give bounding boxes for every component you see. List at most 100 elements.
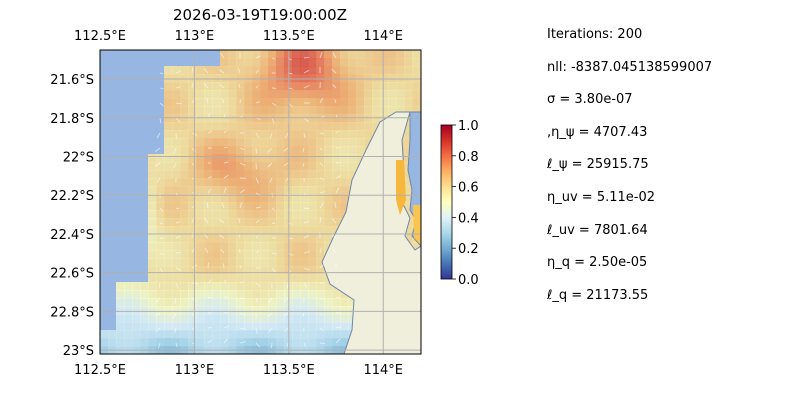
heatmap-cell xyxy=(172,194,181,203)
heatmap-cell xyxy=(196,98,205,107)
heatmap-cell xyxy=(356,122,365,131)
vector-arrow xyxy=(335,338,341,344)
heatmap-cell xyxy=(164,226,173,235)
heatmap-cell xyxy=(284,298,293,307)
heatmap-cell xyxy=(356,114,365,123)
heatmap-cell xyxy=(260,266,269,275)
heatmap-cell xyxy=(204,314,213,323)
vector-arrow xyxy=(239,297,245,300)
heatmap-cell xyxy=(244,66,253,75)
heatmap-cell xyxy=(356,90,365,99)
heatmap-cell xyxy=(244,114,253,123)
heatmap-cell xyxy=(364,114,373,123)
heatmap-cell xyxy=(204,282,213,291)
heatmap-cell xyxy=(348,50,357,59)
vector-arrow xyxy=(191,82,194,89)
vector-arrow xyxy=(207,188,211,194)
heatmap-cell xyxy=(188,162,197,171)
heatmap-cell xyxy=(172,154,181,163)
heatmap-cell xyxy=(276,130,285,139)
heatmap-cell xyxy=(220,210,229,219)
heatmap-cell xyxy=(236,82,245,91)
vector-arrow xyxy=(268,297,273,304)
ell-q-text: ℓ_q = 21173.55 xyxy=(547,287,649,303)
heatmap-cell xyxy=(228,290,237,299)
heatmap-cell xyxy=(236,258,245,267)
heatmap-cell xyxy=(372,74,381,83)
heatmap-cell xyxy=(196,234,205,243)
heatmap-cell xyxy=(276,50,285,59)
colorbar: 1.0 0.8 0.6 0.4 0.2 0.0 xyxy=(440,119,479,288)
vector-arrow xyxy=(303,220,310,224)
heatmap-cell xyxy=(308,210,317,219)
heatmap-cell xyxy=(260,314,269,323)
heatmap-cell xyxy=(316,90,325,99)
heatmap-cell xyxy=(204,242,213,251)
heatmap-cell xyxy=(252,98,261,107)
heatmap-cell xyxy=(388,58,397,67)
vector-arrow xyxy=(159,117,162,124)
heatmap-cell xyxy=(252,298,261,307)
heatmap-cell xyxy=(300,98,309,107)
heatmap-cell xyxy=(276,146,285,155)
heatmap-cell xyxy=(260,58,269,67)
heatmap-cell xyxy=(260,202,269,211)
heatmap-cell xyxy=(236,234,245,243)
heatmap-cell xyxy=(252,306,261,315)
vector-arrow xyxy=(191,232,194,239)
heatmap-cell xyxy=(372,106,381,115)
heatmap-cell xyxy=(260,154,269,163)
heatmap-cell xyxy=(180,290,189,299)
heatmap-cell xyxy=(300,186,309,195)
heatmap-cell xyxy=(180,298,189,307)
vector-arrow xyxy=(319,327,324,331)
heatmap-cell xyxy=(260,66,269,75)
heatmap-cell xyxy=(340,130,349,139)
heatmap-cell xyxy=(188,242,197,251)
heatmap-cell xyxy=(308,298,317,307)
vector-arrow xyxy=(207,279,212,284)
heatmap-cell xyxy=(308,218,317,227)
vector-arrow xyxy=(269,132,273,139)
heatmap-cell xyxy=(212,90,221,99)
heatmap-cell xyxy=(236,322,245,331)
vector-arrow xyxy=(255,101,260,104)
heatmap-cell xyxy=(164,146,173,155)
heatmap-cell xyxy=(156,274,165,283)
y-tick-label: 22°S xyxy=(63,150,94,165)
vector-arrow xyxy=(255,250,260,254)
heatmap-cell xyxy=(356,58,365,67)
heatmap-cell xyxy=(348,122,357,131)
heatmap-cell xyxy=(196,274,205,283)
heatmap-cell xyxy=(212,322,221,331)
vector-arrow xyxy=(271,57,276,60)
heatmap-cell xyxy=(236,186,245,195)
heatmap-cell xyxy=(308,250,317,259)
heatmap-cell xyxy=(236,250,245,259)
heatmap-cell xyxy=(180,266,189,275)
heatmap-cell xyxy=(124,330,133,339)
heatmap-cell xyxy=(340,122,349,131)
vector-arrow xyxy=(239,340,246,344)
heatmap-cell xyxy=(260,162,269,171)
x-tick-label-bottom: 114°E xyxy=(363,363,403,378)
heatmap-cell xyxy=(292,210,301,219)
vector-arrow xyxy=(207,113,211,119)
y-tick-label: 21.8°S xyxy=(50,112,94,127)
heatmap-cell xyxy=(188,338,197,347)
heatmap-cell xyxy=(396,66,405,75)
heatmap-cell xyxy=(212,306,221,315)
heatmap-cell xyxy=(316,50,325,59)
heatmap-cell xyxy=(212,266,221,275)
heatmap-cell xyxy=(412,58,421,67)
heatmap-cell xyxy=(316,162,325,171)
heatmap-cell xyxy=(292,98,301,107)
heatmap-cell xyxy=(244,210,253,219)
heatmap-cell xyxy=(308,314,317,323)
heatmap-cell xyxy=(404,226,413,235)
heatmap-cell xyxy=(268,82,277,91)
heatmap-cell xyxy=(284,130,293,139)
heatmap-cell xyxy=(220,226,229,235)
vector-arrow xyxy=(319,147,323,151)
heatmap-cell xyxy=(388,50,397,59)
